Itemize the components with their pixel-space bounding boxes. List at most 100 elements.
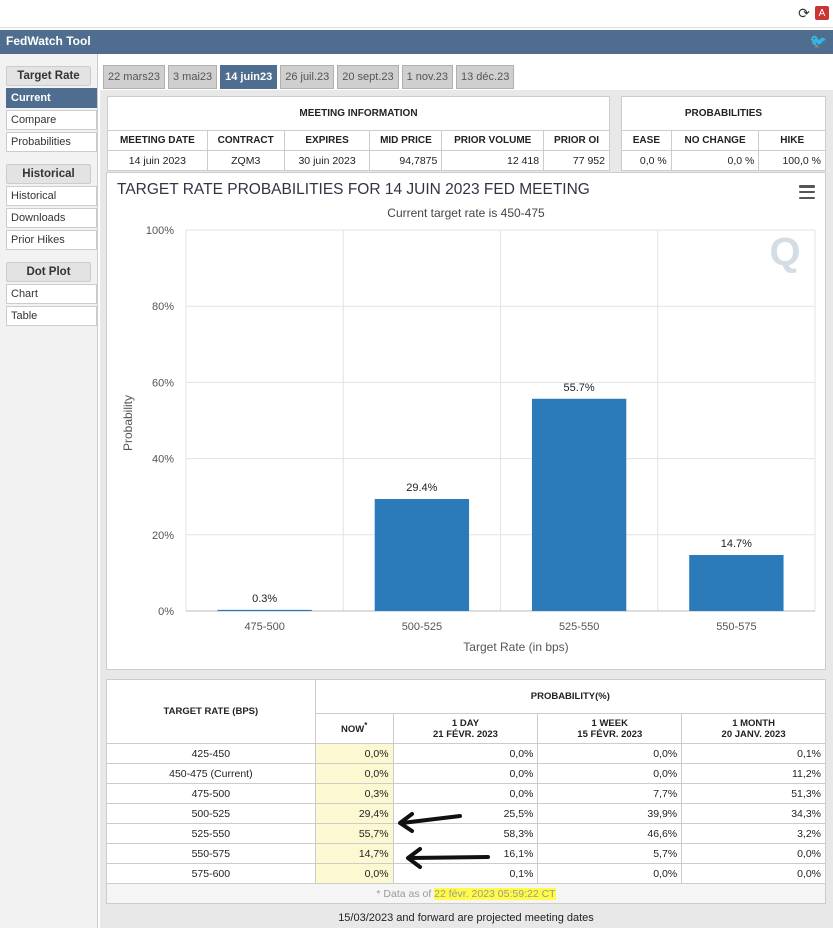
- chart-subtitle: Current target rate is 450-475: [387, 206, 545, 220]
- value-cell: 0,0%: [392, 743, 539, 764]
- meeting-info-table: MEETING INFORMATION MEETING DATE CONTRAC…: [107, 96, 610, 171]
- sidebar-heading-target-rate: Target Rate: [6, 66, 91, 86]
- meeting-date-value: 14 juin 2023: [107, 150, 208, 171]
- main-content: 22 mars23 3 mai23 14 juin23 26 juil.23 2…: [100, 54, 833, 928]
- app-title-bar: FedWatch Tool 🐦: [0, 30, 833, 54]
- y-tick-label: 20%: [152, 530, 174, 542]
- bar-500-525[interactable]: [374, 498, 470, 611]
- header-1-month: 1 MONTH 20 JANV. 2023: [681, 713, 826, 744]
- rate-cell: 475-500: [106, 783, 316, 804]
- y-tick-label: 80%: [152, 301, 174, 313]
- header-1-day-date: 21 FÉVR. 2023: [433, 728, 498, 740]
- header-meeting-date: MEETING DATE: [107, 130, 208, 151]
- data-as-of-prefix: * Data as of: [376, 887, 435, 900]
- value-cell: 11,2%: [681, 763, 826, 784]
- rate-cell: 550-575: [106, 843, 316, 864]
- x-tick-label: 550-575: [716, 621, 756, 633]
- value-cell: 7,7%: [537, 783, 683, 804]
- now-cell: 29,4%: [314, 803, 394, 824]
- header-1-month-label: 1 MONTH: [732, 717, 775, 729]
- value-cell: 3,2%: [681, 823, 826, 844]
- now-cell: 55,7%: [314, 823, 394, 844]
- twitter-icon[interactable]: 🐦: [809, 33, 827, 49]
- value-cell: 0,0%: [392, 783, 539, 804]
- header-hike: HIKE: [758, 130, 826, 151]
- prior-oi-value: 77 952: [543, 150, 610, 171]
- sidebar-item-chart[interactable]: Chart: [6, 284, 97, 304]
- header-1-week: 1 WEEK 15 FÉVR. 2023: [537, 713, 683, 744]
- tab-13-dec23[interactable]: 13 déc.23: [456, 65, 515, 89]
- bar-475-500[interactable]: [217, 609, 312, 611]
- y-tick-label: 100%: [146, 225, 174, 237]
- value-cell: 51,3%: [681, 783, 826, 804]
- tab-20-sept23[interactable]: 20 sept.23: [337, 65, 399, 89]
- chart-bars: 0.3% 475-500 29.4% 500-525 55.7% 525-550 14.7%…: [217, 382, 784, 633]
- table-row: 500-525 29,4% 25,5% 39,9% 34,3%: [106, 803, 826, 824]
- x-tick-label: 525-550: [559, 621, 599, 633]
- reload-icon[interactable]: ⟳: [798, 4, 810, 21]
- now-cell: 0,0%: [314, 863, 394, 884]
- tab-26-juil23[interactable]: 26 juil.23: [280, 65, 335, 89]
- tab-14-juin23[interactable]: 14 juin23: [220, 65, 278, 89]
- chart-y-axis-label: Probability: [121, 395, 135, 451]
- value-cell: 39,9%: [537, 803, 683, 824]
- arrowhead-icon: [398, 812, 414, 833]
- header-prior-volume: PRIOR VOLUME: [441, 130, 545, 151]
- chart-container: TARGET RATE PROBABILITIES FOR 14 JUIN 20…: [106, 172, 826, 670]
- data-label: 29.4%: [406, 482, 437, 494]
- tab-3-mai23[interactable]: 3 mai23: [167, 65, 218, 89]
- header-prior-oi: PRIOR OI: [543, 130, 610, 151]
- x-tick-label: 500-525: [402, 621, 442, 633]
- value-cell: 0,0%: [681, 863, 826, 884]
- header-1-day: 1 DAY 21 FÉVR. 2023: [392, 713, 539, 744]
- table-row: 550-575 14,7% 16,1% 5,7% 0,0%: [106, 843, 826, 864]
- probability-table: TARGET RATE (BPS) PROBABILITY(%) NOW* 1 …: [106, 679, 827, 904]
- menu-icon[interactable]: [799, 185, 815, 199]
- sidebar-item-prior-hikes[interactable]: Prior Hikes: [6, 230, 97, 250]
- y-tick-label: 60%: [152, 377, 174, 389]
- probabilities-table: PROBABILITIES EASE NO CHANGE HIKE 0,0 % …: [621, 96, 826, 171]
- value-cell: 5,7%: [537, 843, 683, 864]
- data-label: 55.7%: [564, 382, 595, 394]
- chart-x-axis-label: Target Rate (in bps): [463, 640, 568, 654]
- annotation-arrows: [398, 812, 490, 869]
- content-panel: MEETING INFORMATION MEETING DATE CONTRAC…: [100, 90, 833, 928]
- data-label: 14.7%: [721, 538, 752, 550]
- value-cell: 0,0%: [537, 863, 683, 884]
- y-tick-label: 0%: [158, 606, 174, 618]
- ease-value: 0,0 %: [621, 150, 672, 171]
- header-no-change: NO CHANGE: [670, 130, 760, 151]
- rate-cell: 575-600: [106, 863, 316, 884]
- y-tick-label: 40%: [152, 454, 174, 466]
- pdf-icon[interactable]: A: [815, 6, 829, 20]
- value-cell: 0,0%: [392, 763, 539, 784]
- table-row: 450-475 (Current) 0,0% 0,0% 0,0% 11,2%: [106, 763, 826, 784]
- sidebar-item-downloads[interactable]: Downloads: [6, 208, 97, 228]
- now-cell: 0,0%: [314, 763, 394, 784]
- chart-title: TARGET RATE PROBABILITIES FOR 14 JUIN 20…: [117, 181, 590, 198]
- header-contract: CONTRACT: [206, 130, 285, 151]
- tab-1-nov23[interactable]: 1 nov.23: [401, 65, 454, 89]
- data-as-of: * Data as of 22 févr. 2023 05:59:22 CT: [106, 883, 826, 904]
- value-cell: 0,0%: [537, 763, 683, 784]
- header-ease: EASE: [621, 130, 672, 151]
- rate-cell: 525-550: [106, 823, 316, 844]
- q-logo-icon: Q: [769, 230, 800, 274]
- meeting-info-title: MEETING INFORMATION: [107, 96, 610, 131]
- sidebar-item-table[interactable]: Table: [6, 306, 97, 326]
- bar-550-575[interactable]: [689, 554, 784, 611]
- sidebar-item-compare[interactable]: Compare: [6, 110, 97, 130]
- table-row: 575-600 0,0% 0,1% 0,0% 0,0%: [106, 863, 826, 884]
- tab-22-mars23[interactable]: 22 mars23: [103, 65, 165, 89]
- value-cell: 34,3%: [681, 803, 826, 824]
- table-row: 425-450 0,0% 0,0% 0,0% 0,1%: [106, 743, 826, 764]
- table-row: 475-500 0,3% 0,0% 7,7% 51,3%: [106, 783, 826, 804]
- no-change-value: 0,0 %: [670, 150, 760, 171]
- sidebar-item-current[interactable]: Current: [6, 88, 97, 108]
- sidebar-item-historical[interactable]: Historical: [6, 186, 97, 206]
- value-cell: 58,3%: [392, 823, 539, 844]
- bar-525-550[interactable]: [531, 398, 627, 611]
- now-cell: 0,3%: [314, 783, 394, 804]
- sidebar-item-probabilities[interactable]: Probabilities: [6, 132, 97, 152]
- contract-value: ZQM3: [206, 150, 285, 171]
